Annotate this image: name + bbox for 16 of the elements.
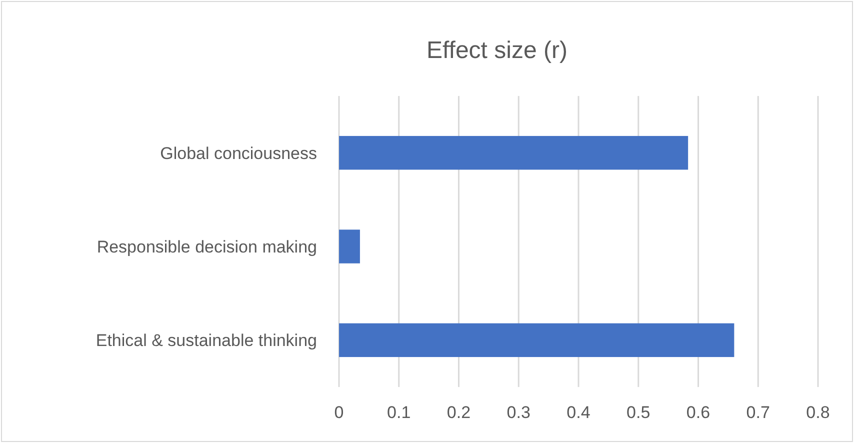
y-tick-label: Ethical & sustainable thinking (96, 331, 317, 350)
bar (339, 136, 688, 170)
y-tick-label: Responsible decision making (96, 237, 317, 256)
x-tick-label: 0.5 (626, 403, 650, 422)
chart-title: Effect size (r) (426, 37, 568, 64)
bar (339, 230, 360, 264)
x-tick-label: 0.3 (506, 403, 530, 422)
x-tick-label: 0.2 (446, 403, 471, 422)
x-tick-label: 0 (334, 403, 344, 422)
x-tick-label: 0.7 (746, 403, 770, 422)
x-tick-label: 0.4 (566, 403, 590, 422)
x-tick-label: 0.6 (686, 403, 710, 422)
x-tick-label: 0.1 (387, 403, 411, 422)
bar (339, 323, 734, 358)
y-tick-label: Global conciousness (160, 144, 317, 163)
x-tick-label: 0.8 (806, 403, 830, 422)
